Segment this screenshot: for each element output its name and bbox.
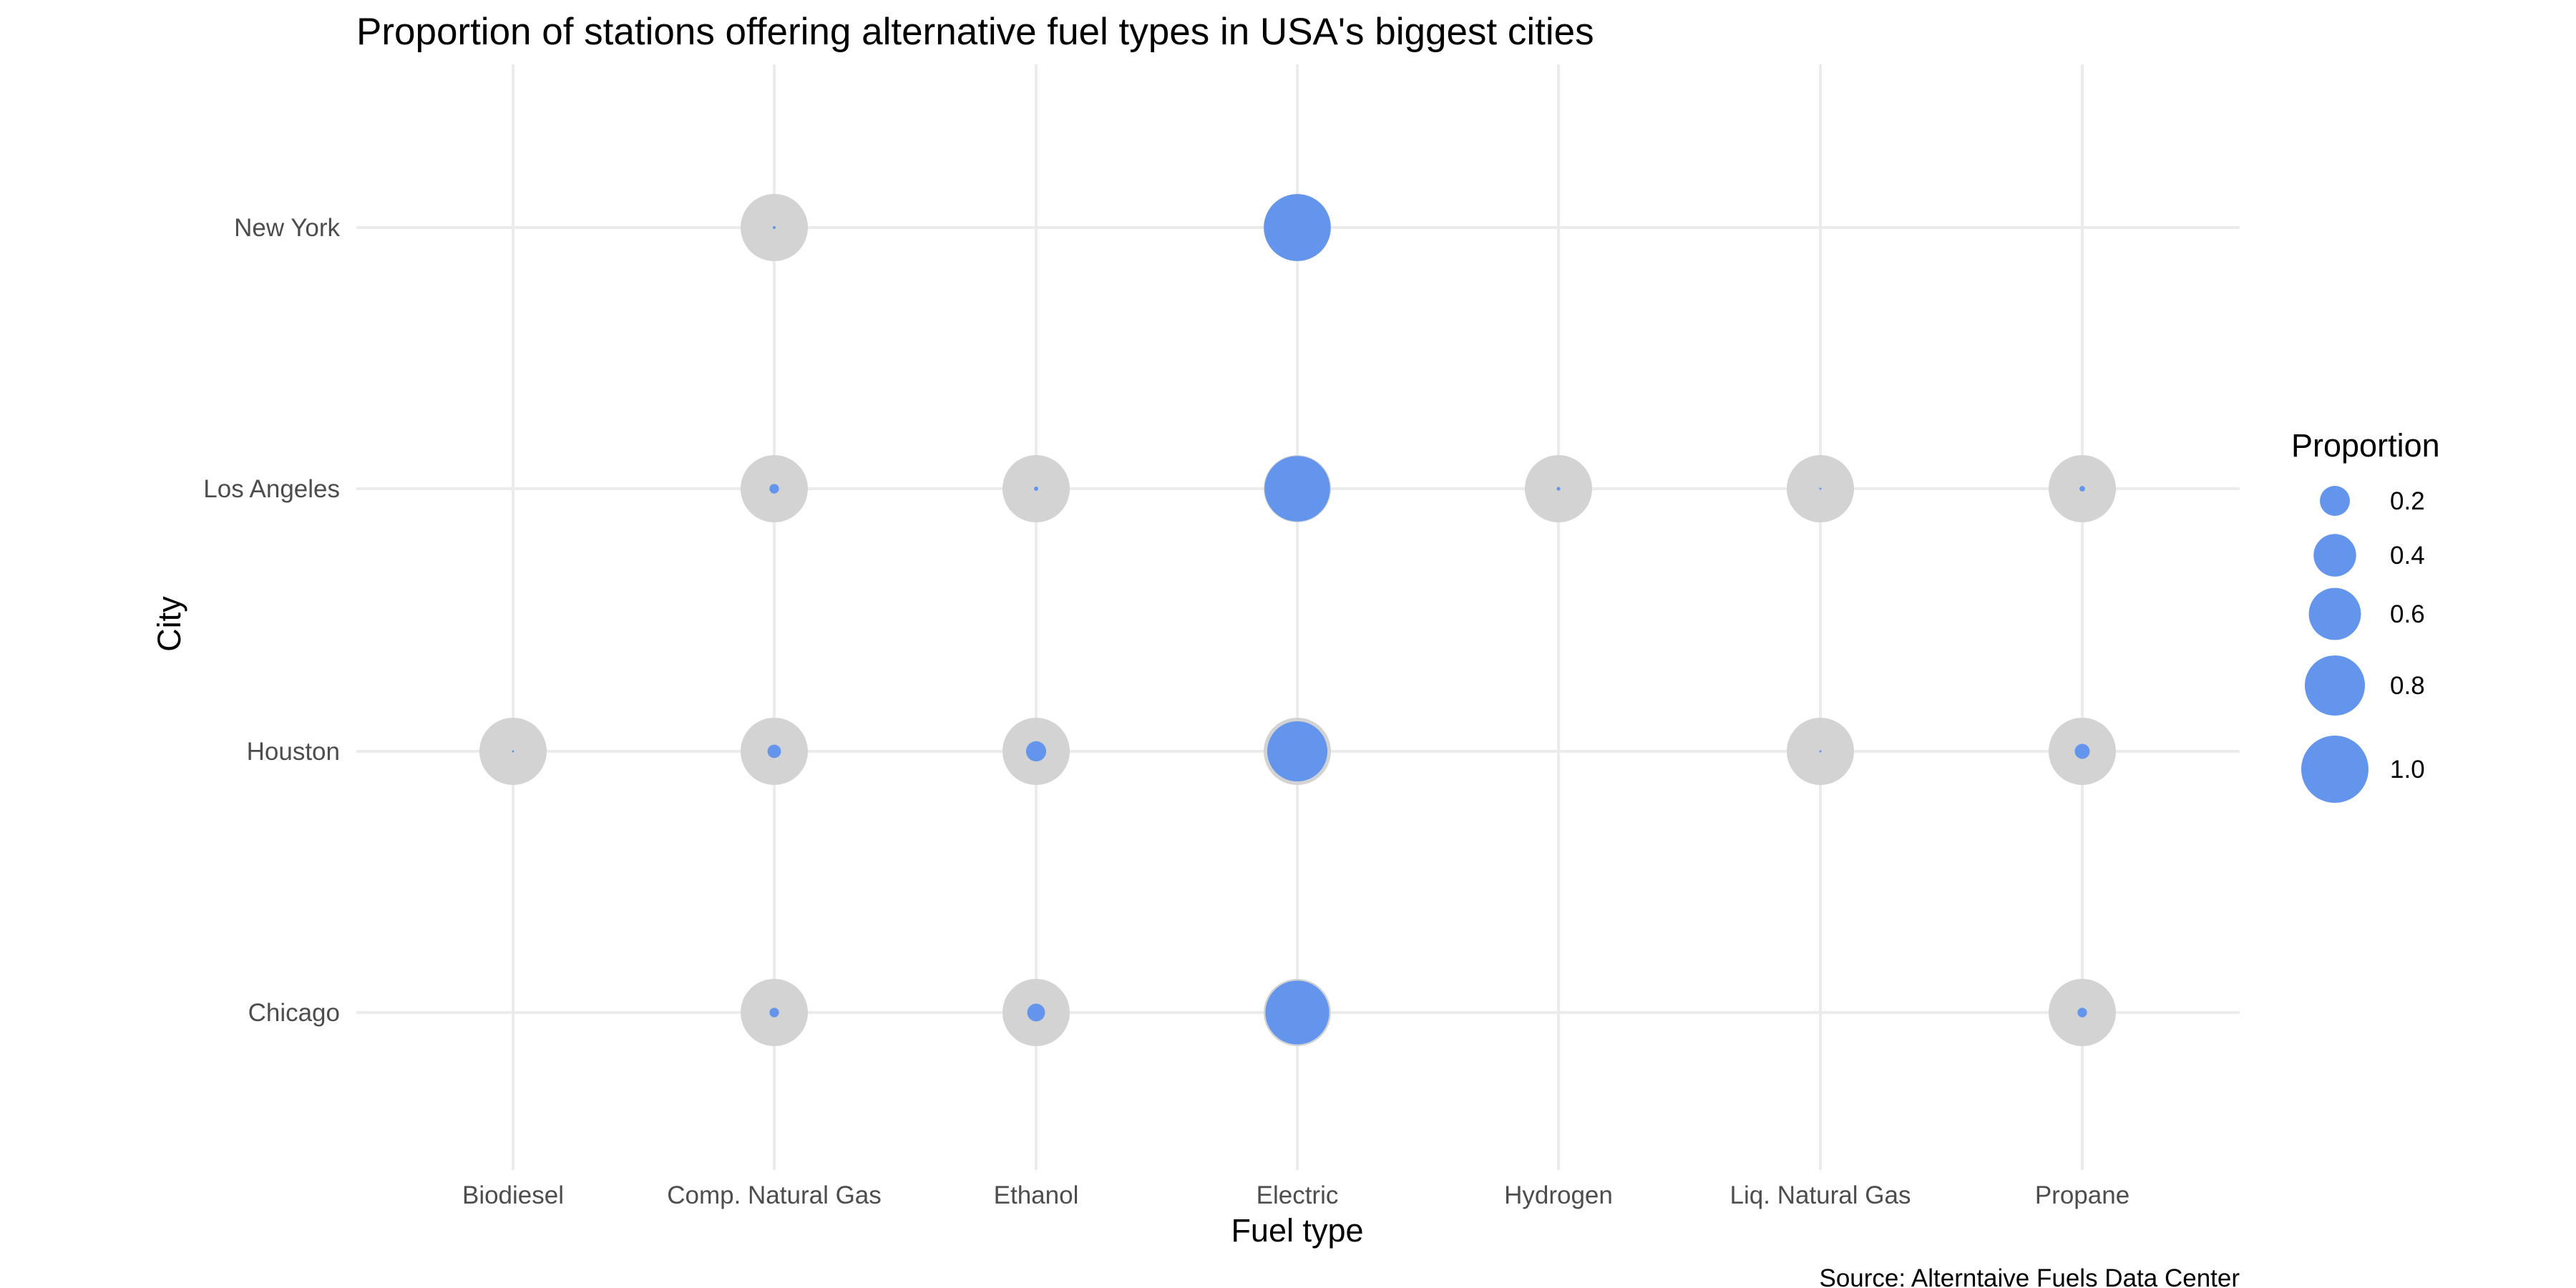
x-tick-label-biodiesel: Biodiesel [462,1181,564,1209]
proportion-bubble-los-angeles-hydrogen [1556,487,1561,491]
x-tick-label-propane: Propane [2035,1181,2129,1209]
x-tick-label-electric: Electric [1257,1181,1339,1209]
legend-title: Proportion [2291,427,2440,464]
x-tick-label-ethanol: Ethanol [994,1181,1079,1209]
y-axis-title: City [151,596,187,652]
legend-label-0-4: 0.4 [2390,542,2425,570]
y-tick-label-chicago: Chicago [248,999,340,1027]
proportion-bubble-new-york-electric [1264,194,1331,261]
proportion-bubble-houston-biodiesel [512,750,514,753]
legend-key-0-6 [2308,587,2361,640]
proportion-bubble-houston-ethanol [1025,741,1047,762]
proportion-bubble-chicago-electric [1265,980,1330,1045]
legend-key-0-2 [2319,485,2351,517]
y-tick-label-new-york: New York [234,214,340,242]
x-tick-label-hydrogen: Hydrogen [1504,1181,1613,1209]
proportion-bubbles [512,194,2090,1045]
proportion-bubble-houston-propane [2074,743,2090,759]
legend-key-1-0 [2301,736,2368,803]
chart-title: Proportion of stations offering alternat… [356,11,1594,53]
x-axis-tick-labels: Biodiesel Comp. Natural Gas Ethanol Electri… [462,1181,2129,1209]
proportion-bubble-los-angeles-comp-natural-gas [769,484,779,494]
y-tick-label-houston: Houston [247,738,340,766]
size-legend: Proportion 0.2 0.4 0.6 0.8 1.0 [2291,427,2440,803]
proportion-bubble-houston-electric [1267,721,1328,782]
y-axis-tick-labels: New York Los Angeles Houston Chicago [203,214,340,1027]
x-tick-label-liq-natural-gas: Liq. Natural Gas [1730,1181,1911,1209]
legend-key-0-8 [2304,655,2366,716]
x-tick-label-comp-natural-gas: Comp. Natural Gas [667,1181,882,1209]
x-axis-title: Fuel type [1231,1212,1363,1249]
proportion-bubble-chicago-propane [2077,1008,2087,1018]
proportion-bubble-houston-comp-natural-gas [767,744,781,758]
legend-label-1-0: 1.0 [2390,756,2425,784]
proportion-bubble-los-angeles-liq-natural-gas [1819,487,1822,490]
legend-label-0-6: 0.6 [2390,600,2425,628]
proportion-bubble-chicago-comp-natural-gas [769,1008,779,1018]
legend-label-0-2: 0.2 [2390,487,2425,515]
proportion-bubble-chicago-ethanol [1027,1003,1045,1022]
proportion-bubble-los-angeles-ethanol [1034,487,1038,491]
y-tick-label-los-angeles: Los Angeles [203,475,340,503]
proportion-bubble-los-angeles-propane [2079,486,2085,492]
legend-key-0-4 [2313,534,2356,577]
legend-label-0-8: 0.8 [2390,672,2425,700]
proportion-bubble-new-york-comp-natural-gas [772,225,776,230]
legend-items: 0.2 0.4 0.6 0.8 1.0 [2301,485,2425,803]
proportion-bubble-los-angeles-electric [1264,456,1330,522]
source-caption: Source: Alterntaive Fuels Data Center [1819,1264,2240,1288]
proportion-bubble-houston-liq-natural-gas [1819,750,1822,753]
